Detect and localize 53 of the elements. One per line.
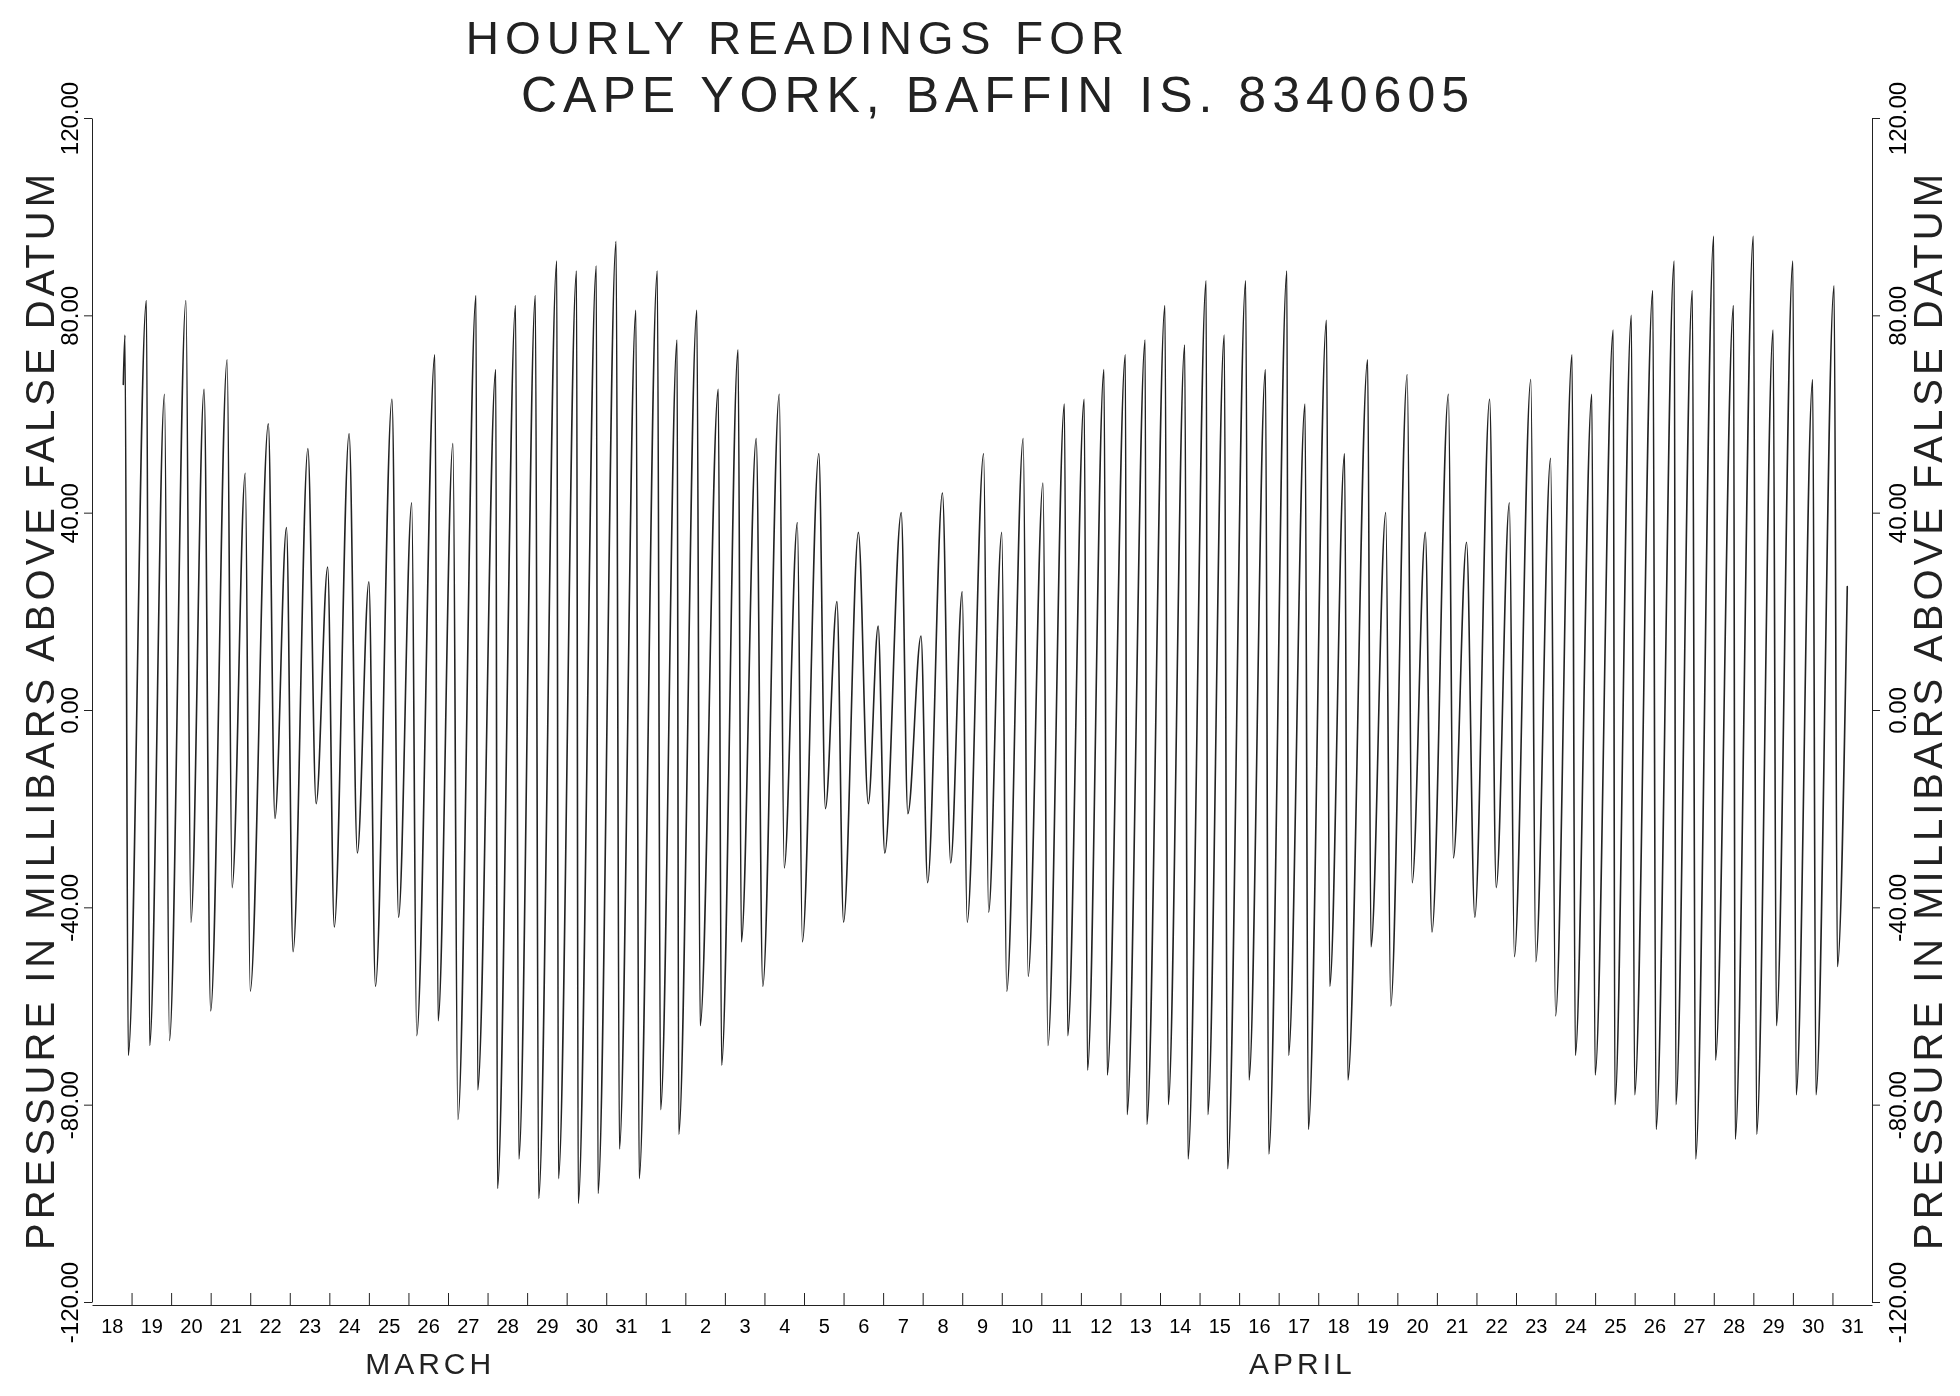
x-tick-label: 26: [1643, 1315, 1667, 1338]
x-tick-label: 9: [976, 1315, 989, 1338]
x-tick-label: 31: [615, 1315, 638, 1338]
x-tick-label: 10: [1010, 1315, 1034, 1338]
x-tick-label: 2: [700, 1315, 712, 1338]
x-tick-label: 23: [298, 1315, 322, 1338]
x-tick-label: 31: [1841, 1315, 1864, 1338]
x-tick-label: 22: [259, 1315, 282, 1338]
x-tick-label: 22: [1485, 1315, 1508, 1338]
x-tick-label: 20: [1406, 1315, 1429, 1338]
x-tick-label: 4: [779, 1315, 791, 1338]
x-tick-label: 11: [1051, 1315, 1072, 1338]
chart-title: HOURLY READINGS FOR: [465, 12, 1131, 64]
y-tick-label: -120.00: [56, 1261, 83, 1344]
x-tick-label: 25: [378, 1315, 401, 1338]
x-tick-label: 19: [1366, 1315, 1390, 1338]
x-tick-label: 18: [101, 1315, 124, 1338]
x-tick-label: 30: [575, 1315, 599, 1338]
x-tick-label: 5: [818, 1315, 830, 1338]
chart-subtitle: CAPE YORK, BAFFIN IS. 8340605: [521, 67, 1475, 123]
x-tick-label: 30: [1802, 1315, 1825, 1338]
x-tick-label: 23: [1525, 1315, 1548, 1338]
x-tick-label: 14: [1169, 1315, 1192, 1338]
x-tick-label: 24: [1564, 1315, 1587, 1338]
x-tick-label: 16: [1248, 1315, 1271, 1338]
text: APRIL: [1249, 1347, 1356, 1380]
x-tick-label: 27: [1683, 1315, 1706, 1338]
x-tick-label: 3: [739, 1315, 751, 1338]
x-tick-label: 24: [338, 1315, 361, 1338]
x-tick-label: 8: [937, 1315, 949, 1338]
x-tick-label: 21: [1446, 1315, 1469, 1338]
x-tick-label: 27: [457, 1315, 480, 1338]
x-tick-label: 15: [1208, 1315, 1231, 1338]
x-tick-label: 18: [1327, 1315, 1350, 1338]
x-tick-label: 17: [1287, 1315, 1311, 1338]
x-tick-label: 13: [1129, 1315, 1152, 1338]
y-tick-label: 120.00: [56, 81, 83, 156]
x-tick-label: 26: [417, 1315, 440, 1338]
x-tick-label: 28: [1722, 1315, 1746, 1338]
y2-tick-label: 120.00: [1884, 81, 1911, 156]
text: MARCH: [365, 1347, 496, 1380]
x-tick-label: 6: [858, 1315, 870, 1338]
x-tick-label: 20: [180, 1315, 203, 1338]
x-tick-label: 29: [1762, 1315, 1785, 1338]
x-tick-label: 1: [660, 1315, 672, 1338]
x-tick-label: 29: [536, 1315, 559, 1338]
x-tick-label: 25: [1604, 1315, 1627, 1338]
x-tick-label: 7: [897, 1315, 909, 1338]
x-tick-label: 19: [140, 1315, 163, 1338]
y2-tick-label: -120.00: [1884, 1261, 1911, 1344]
x-tick-label: 21: [219, 1315, 243, 1338]
x-tick-label: 28: [496, 1315, 519, 1338]
x-tick-label: 12: [1090, 1315, 1113, 1338]
